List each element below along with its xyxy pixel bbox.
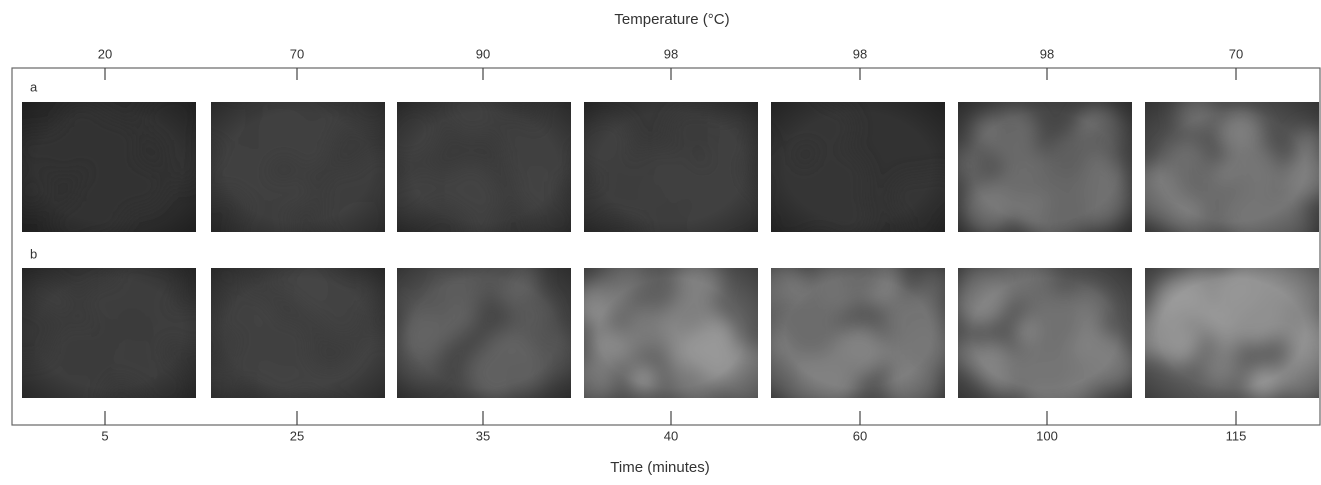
bottom-tick-label: 100 (1036, 428, 1058, 443)
micrograph (188, 74, 404, 261)
bottom-axis-title: Time (minutes) (610, 459, 709, 476)
vignette (211, 102, 385, 232)
bottom-tick-label: 35 (476, 428, 490, 443)
micrograph (563, 102, 767, 256)
micrograph (566, 252, 781, 413)
figure: Temperature (°C) Time (minutes) a b 20 70… (0, 0, 1321, 480)
vignette (1145, 102, 1319, 232)
micrograph (380, 243, 582, 405)
bottom-tick-label: 5 (101, 428, 108, 443)
micrograph (0, 256, 216, 420)
panel-label: b (30, 246, 37, 261)
vignette (771, 268, 945, 398)
vignette (1145, 268, 1319, 398)
micrograph (378, 85, 596, 246)
vignette (397, 102, 571, 232)
vignette (22, 102, 196, 232)
top-tick-label: 98 (853, 46, 867, 61)
vignette (22, 268, 196, 398)
vignette (771, 102, 945, 232)
panel-label: a (30, 79, 38, 94)
vignette (397, 268, 571, 398)
micrograph (750, 252, 955, 414)
micrograph (10, 89, 202, 246)
vignette (958, 102, 1132, 232)
top-tick-label: 70 (290, 46, 304, 61)
top-tick-label: 70 (1229, 46, 1243, 61)
micrograph (1123, 92, 1321, 254)
top-axis-title: Temperature (°C) (614, 11, 729, 28)
micrograph (1130, 249, 1321, 404)
vignette (584, 268, 758, 398)
top-tick-label: 20 (98, 46, 112, 61)
top-tick-label: 90 (476, 46, 490, 61)
top-tick-label: 98 (664, 46, 678, 61)
vignette (958, 268, 1132, 398)
micrograph (753, 75, 962, 245)
bottom-tick-label: 60 (853, 428, 867, 443)
micrograph (947, 102, 1132, 247)
micrograph (188, 250, 409, 417)
bottom-tick-label: 40 (664, 428, 678, 443)
bottom-tick-label: 25 (290, 428, 304, 443)
micrograph (949, 248, 1137, 421)
vignette (211, 268, 385, 398)
vignette (584, 102, 758, 232)
top-tick-label: 98 (1040, 46, 1054, 61)
bottom-tick-label: 115 (1226, 428, 1247, 443)
